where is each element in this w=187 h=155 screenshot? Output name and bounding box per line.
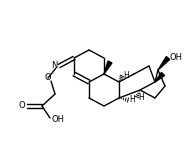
Text: N: N bbox=[52, 60, 58, 69]
Polygon shape bbox=[155, 72, 165, 82]
Text: OH: OH bbox=[170, 53, 183, 62]
Text: H: H bbox=[123, 71, 129, 80]
Text: O: O bbox=[45, 73, 51, 82]
Text: O: O bbox=[18, 102, 25, 111]
Polygon shape bbox=[158, 57, 170, 70]
Text: H: H bbox=[129, 95, 135, 104]
Text: H: H bbox=[138, 93, 144, 102]
Text: OH: OH bbox=[52, 115, 65, 124]
Polygon shape bbox=[104, 61, 112, 74]
